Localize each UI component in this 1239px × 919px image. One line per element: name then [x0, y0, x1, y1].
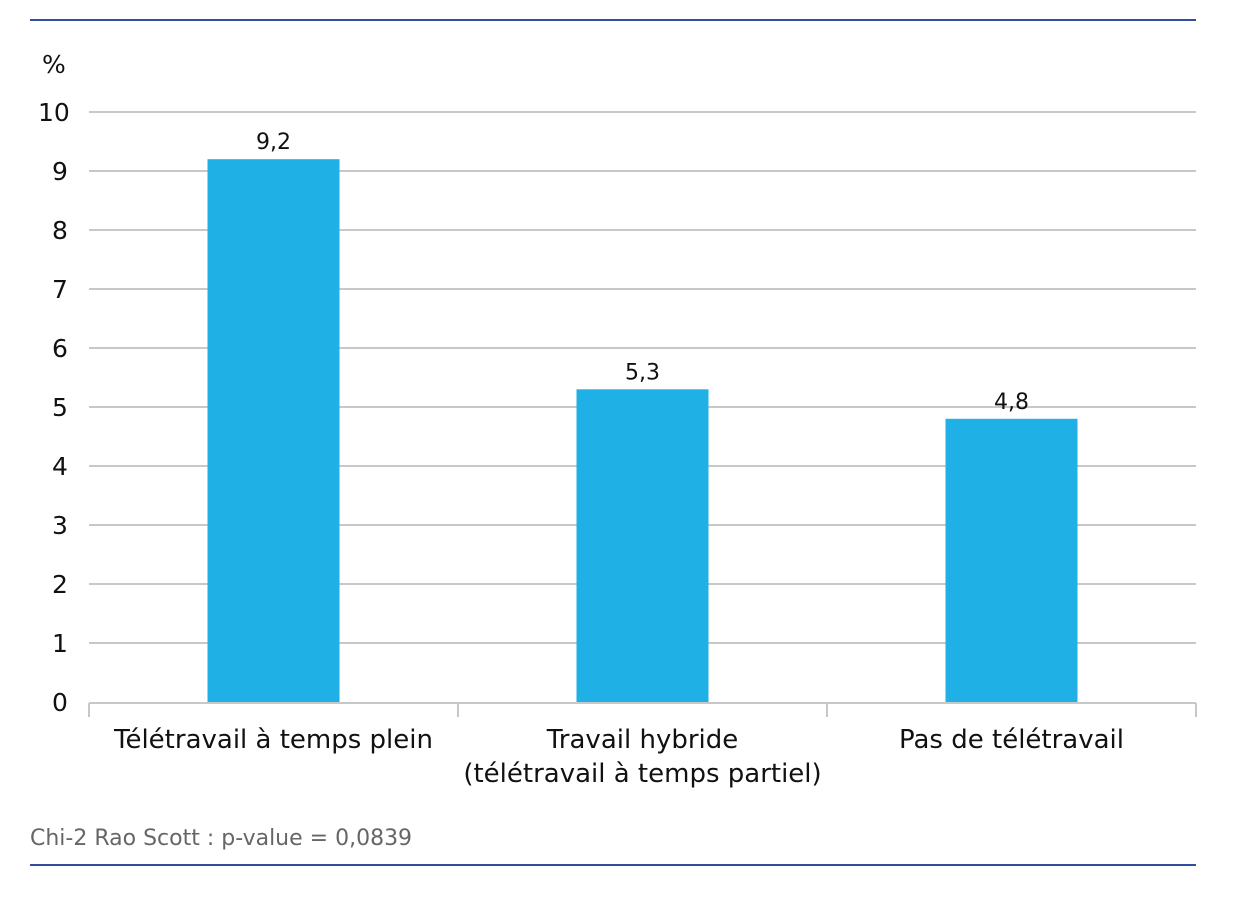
y-tick-label: 0: [52, 688, 68, 717]
x-category-label: Travail hybride: [546, 725, 739, 755]
bar-chart: 0 1 2 3 4 5 6 7 8 9 10% 9,2 Télétravail à temps plei…: [38, 50, 1197, 789]
y-tick-label: 5: [52, 393, 68, 422]
bar-value-label: 4,8: [994, 390, 1029, 415]
y-tick-label: 8: [52, 216, 68, 245]
bar-value-label: 9,2: [256, 130, 291, 155]
footnote: Chi-2 Rao Scott : p-value = 0,0839: [30, 826, 413, 851]
top-rule: [30, 19, 1196, 21]
bar: [576, 389, 709, 702]
x-category-label: Pas de télétravail: [899, 725, 1124, 755]
y-tick-label: 9: [52, 157, 68, 186]
y-tick-label: 1: [52, 629, 68, 658]
y-tick-label: 3: [52, 511, 68, 540]
y-tick-label: 7: [52, 275, 68, 304]
y-tick-label: 4: [52, 452, 68, 481]
bottom-rule: [30, 864, 1196, 866]
y-tick-label: 2: [52, 570, 68, 599]
y-tick-label: 10: [38, 98, 70, 127]
bar-value-label: 5,3: [625, 360, 660, 385]
x-category-label: Télétravail à temps plein: [113, 725, 433, 755]
y-tick-label: 6: [52, 334, 68, 363]
bar: [945, 418, 1078, 702]
bar: [207, 159, 340, 702]
x-category-label: (télétravail à temps partiel): [463, 759, 821, 789]
y-axis-unit: %: [42, 50, 66, 79]
